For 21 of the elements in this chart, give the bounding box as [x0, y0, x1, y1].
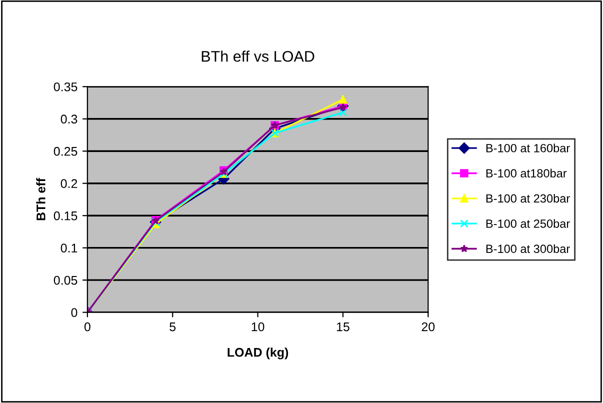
- x-tick-label: 10: [252, 322, 264, 332]
- legend-label: B-100 at 300bar: [486, 244, 570, 253]
- y-tick-label: 0: [71, 308, 78, 317]
- x-tick-label: 0: [84, 322, 90, 332]
- y-tick-label: 0.3: [60, 114, 78, 124]
- y-tick-label: 0.35: [54, 82, 78, 92]
- legend-label: B-100 at180bar: [486, 168, 567, 178]
- y-tick-label: 0.05: [54, 276, 78, 285]
- y-tick-label: 0.25: [54, 146, 78, 156]
- y-tick-label: 0.15: [54, 211, 78, 220]
- y-tick-label: 0.2: [60, 179, 78, 188]
- y-tick-label: 0.1: [60, 244, 78, 252]
- x-tick-label: 15: [336, 322, 350, 332]
- x-axis-title: LOAD (kg): [228, 348, 288, 360]
- y-axis-title: BTh eff: [36, 178, 46, 220]
- legend-label: B-100 at 230bar: [486, 194, 570, 203]
- legend-label: B-100 at 160bar: [486, 144, 570, 152]
- chart-title: BTh eff vs LOAD: [202, 50, 314, 62]
- x-tick-label: 5: [170, 322, 176, 332]
- x-tick-label: 20: [422, 322, 435, 332]
- legend-label: B-100 at 250bar: [486, 219, 570, 228]
